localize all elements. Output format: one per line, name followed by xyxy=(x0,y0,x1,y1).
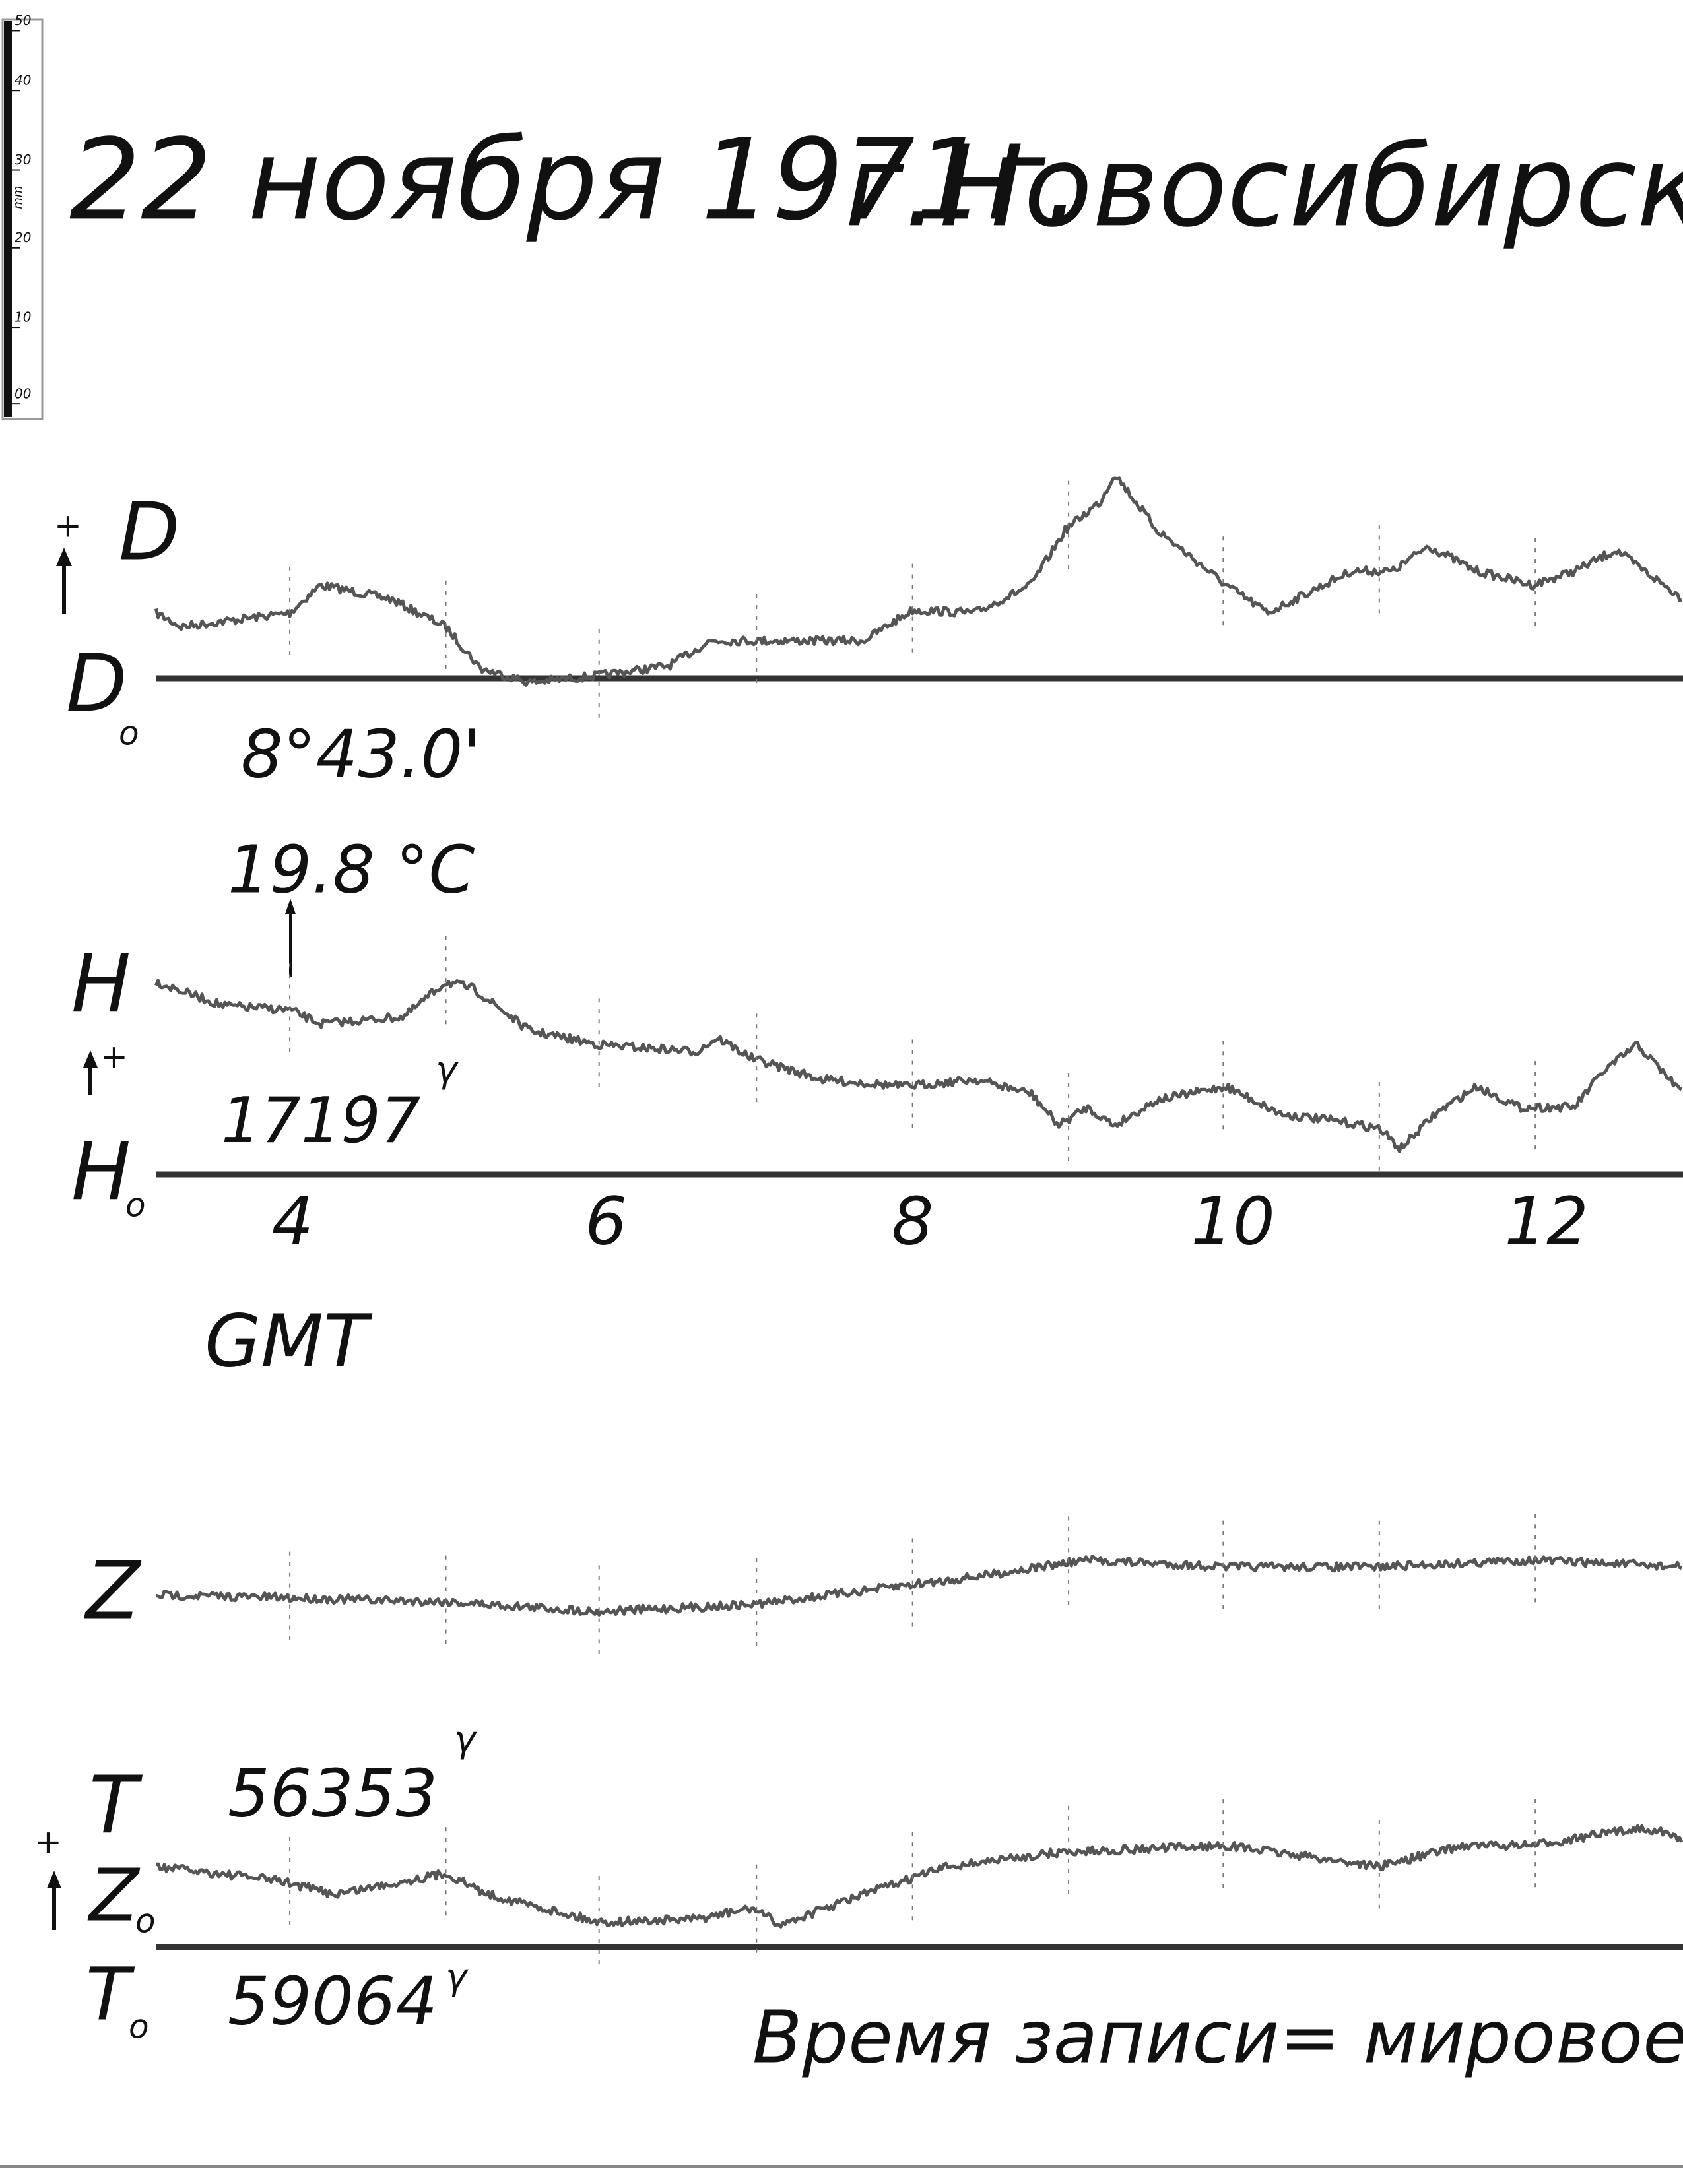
scale-tick-label: 00 xyxy=(15,386,31,402)
plus-sign: + xyxy=(54,507,82,545)
arrow-head xyxy=(285,899,296,914)
baseline-label: T xyxy=(86,1952,135,2036)
baseline-sub: o xyxy=(119,715,139,753)
trace-label: T xyxy=(89,1760,143,1852)
temperature: 19.8 °C xyxy=(228,831,475,908)
trace xyxy=(154,979,1683,1153)
trace-label: H xyxy=(71,939,131,1031)
scale-tick-label: 30 xyxy=(15,152,31,168)
trace xyxy=(155,1824,1683,1929)
time-tick-label: 10 xyxy=(1191,1182,1275,1260)
time-tick-label: 12 xyxy=(1505,1182,1589,1260)
baseline-label: D xyxy=(66,639,127,730)
baseline-value: 8°43.0' xyxy=(241,715,481,792)
baseline-value: 59064 xyxy=(228,1962,438,2039)
time-tick-label: 6 xyxy=(585,1182,627,1260)
scale-bar xyxy=(1,18,44,420)
scale-tick-label: 20 xyxy=(15,230,31,245)
title-place: г.Новосибирск(Клн xyxy=(845,121,1683,252)
time-tick-label: 4 xyxy=(271,1182,314,1260)
trace xyxy=(155,1554,1683,1617)
baseline-label: Z xyxy=(87,1853,141,1937)
trace xyxy=(154,476,1682,687)
arrow-head xyxy=(56,548,72,566)
baseline-sub: o xyxy=(125,1186,146,1225)
arrow-head xyxy=(83,1050,98,1068)
title-date: 22 ноября 1971г. xyxy=(69,115,1081,245)
unit: γ xyxy=(446,1956,469,1998)
plus-sign: + xyxy=(34,1823,62,1861)
scale-ruler xyxy=(4,21,12,417)
unit: γ xyxy=(454,1718,477,1760)
baseline-label: H xyxy=(71,1127,131,1219)
time-tick-label: 8 xyxy=(892,1182,934,1260)
trace-value: 56353 xyxy=(228,1754,438,1832)
baseline-sub: o xyxy=(129,2008,149,2046)
plus-sign: + xyxy=(100,1038,128,1076)
scale-tick-label: 50 xyxy=(15,13,31,28)
time-axis-label: GMT xyxy=(205,1299,373,1383)
unit: γ xyxy=(436,1048,459,1091)
trace-label: D xyxy=(119,487,180,579)
scale-tick-label: 10 xyxy=(15,309,31,325)
arrow-head xyxy=(47,1871,61,1888)
scale-unit: mm xyxy=(11,186,25,209)
baseline-sub: o xyxy=(135,1902,156,1941)
baseline-value: 17197 xyxy=(221,1085,420,1157)
trace-label: Z xyxy=(84,1546,142,1638)
footer-note: Время записи= мировое xyxy=(752,1995,1683,2079)
scale-tick-label: 40 xyxy=(15,73,31,88)
